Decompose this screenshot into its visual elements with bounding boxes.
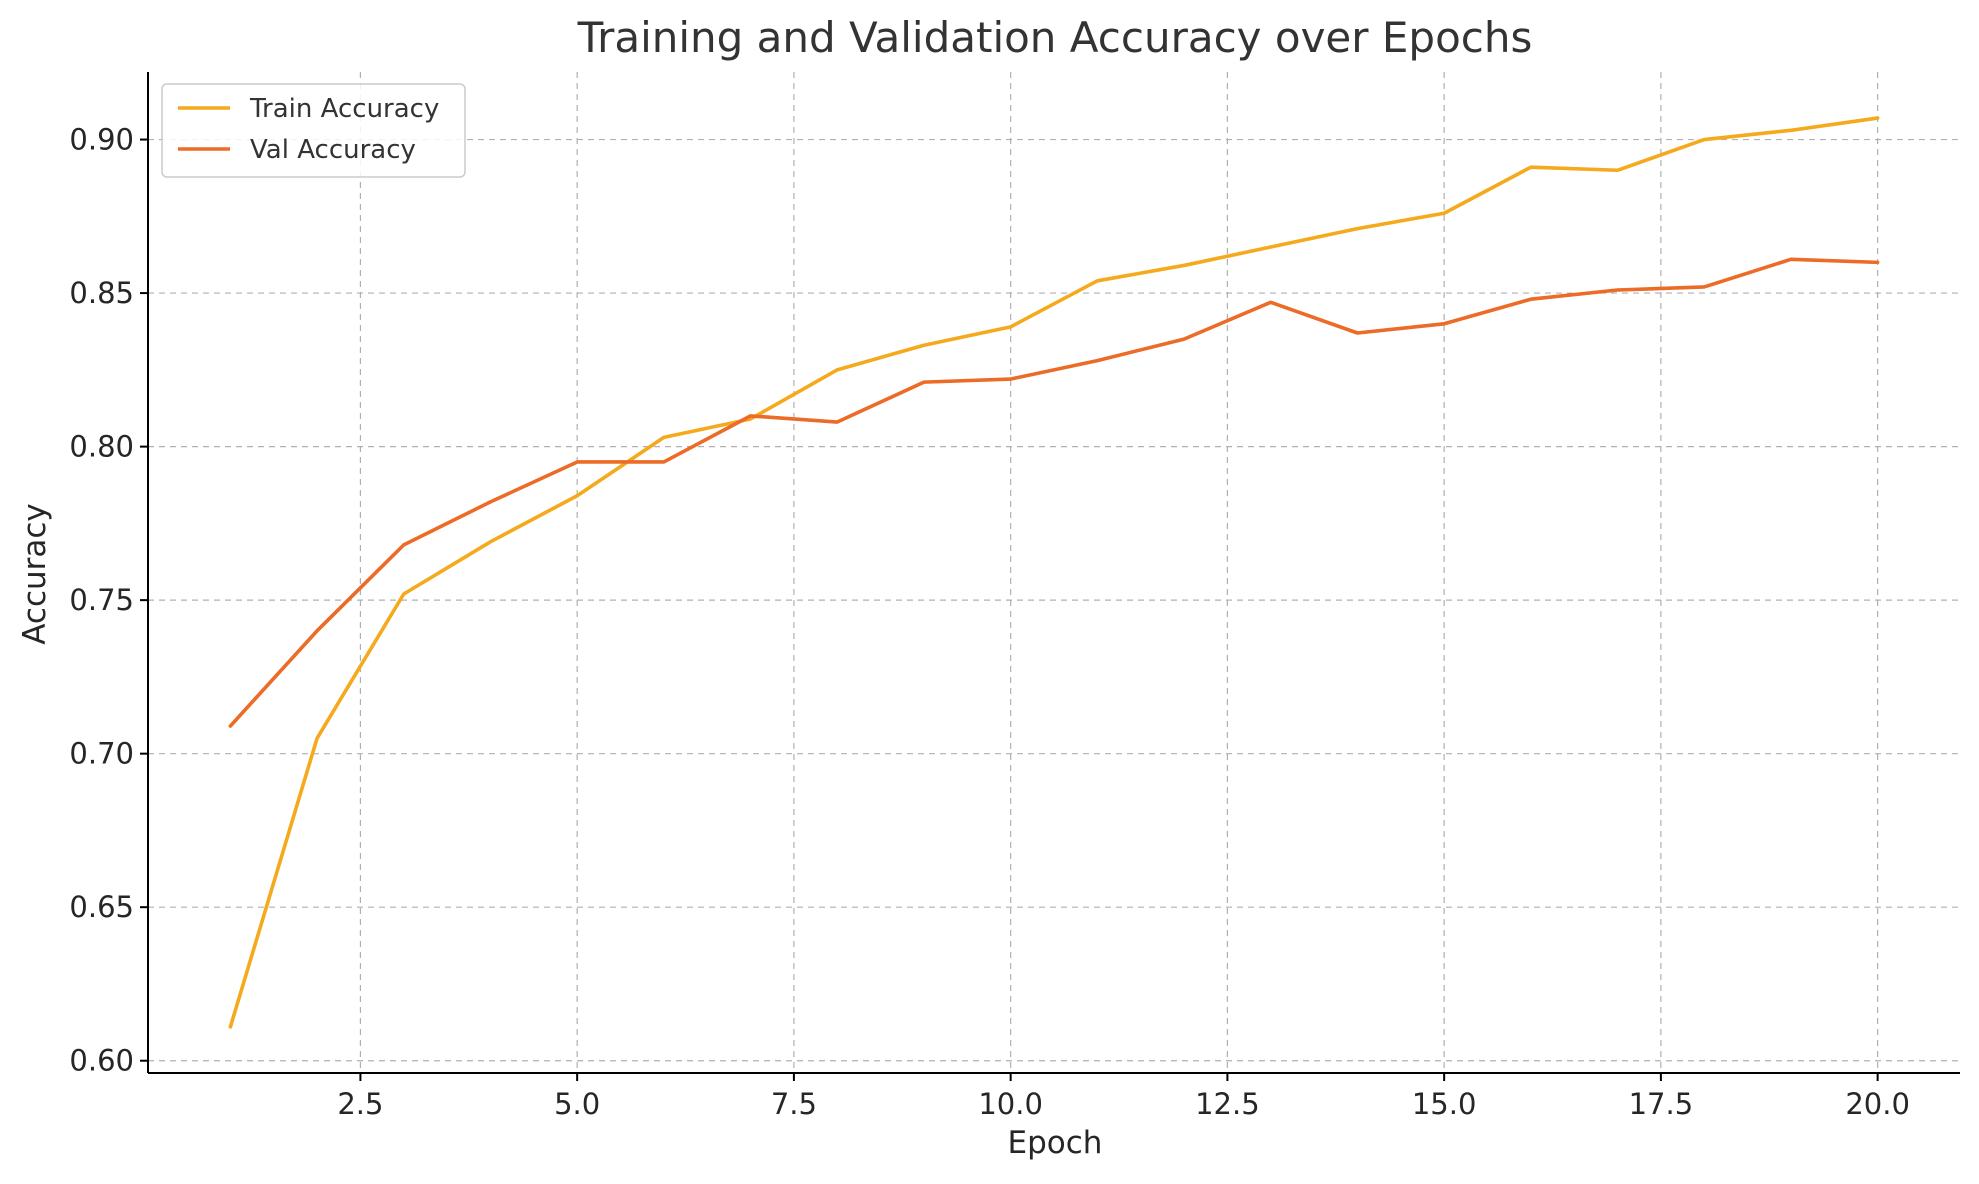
x-tick-label: 7.5	[771, 1087, 817, 1121]
y-tick-label: 0.75	[69, 583, 134, 617]
x-tick-label: 10.0	[978, 1087, 1043, 1121]
y-tick-label: 0.80	[69, 430, 134, 464]
legend-label-val-accuracy: Val Accuracy	[250, 135, 416, 165]
x-tick-label: 15.0	[1412, 1087, 1477, 1121]
axes	[140, 72, 1960, 1081]
x-axis-label: Epoch	[1008, 1125, 1103, 1161]
legend-label-train-accuracy: Train Accuracy	[249, 94, 439, 124]
y-tick-label: 0.60	[69, 1044, 134, 1078]
grid	[148, 72, 1960, 1073]
y-axis-label: Accuracy	[17, 503, 53, 645]
x-tick-label: 12.5	[1195, 1087, 1260, 1121]
legend-box	[161, 83, 466, 178]
tick-labels: 2.5 5.0 7.5 10.0 12.5 15.0 17.5 20.0 0.60 0.65 0.7…	[69, 123, 1910, 1121]
y-tick-label: 0.65	[69, 890, 134, 924]
x-tick-label: 20.0	[1845, 1087, 1910, 1121]
legend: Train Accuracy Val Accuracy	[161, 83, 466, 178]
y-tick-label: 0.90	[69, 123, 134, 157]
series-line-train-accuracy	[228, 116, 1880, 1029]
y-tick-label: 0.70	[69, 737, 134, 771]
x-tick-label: 5.0	[554, 1087, 600, 1121]
series-line-val-accuracy	[228, 257, 1880, 728]
chart-title: Training and Validation Accuracy over Ep…	[577, 13, 1533, 62]
x-tick-label: 2.5	[337, 1087, 383, 1121]
series-lines	[228, 116, 1880, 1029]
y-tick-label: 0.85	[69, 276, 134, 310]
x-tick-label: 17.5	[1629, 1087, 1694, 1121]
